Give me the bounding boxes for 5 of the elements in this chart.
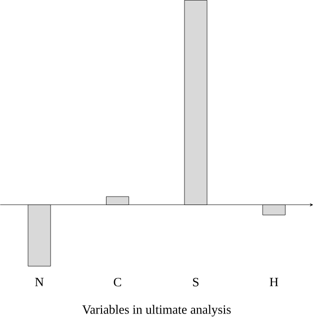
x-tick-label: N: [34, 278, 44, 286]
x-axis-title: Variables in ultimate analysis: [82, 304, 231, 316]
x-tick-label: C: [114, 278, 121, 286]
x-tick-label: H: [270, 278, 278, 286]
x-tick-label: S: [192, 278, 198, 286]
